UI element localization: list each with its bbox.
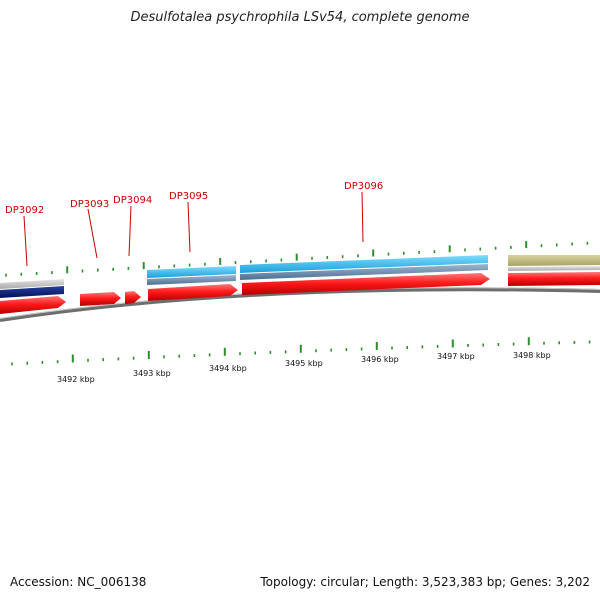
gene-label-dp3095: DP3095 <box>169 191 208 202</box>
cds-dp3093 <box>80 292 121 306</box>
accession-label: Accession: NC_006138 <box>10 575 147 589</box>
pointer-dp3095 <box>187 201 191 253</box>
map-title: Desulfotalea psychrophila LSv54, complet… <box>130 10 470 25</box>
olive-feature-right <box>508 255 600 266</box>
gene-label-dp3093: DP3093 <box>70 199 109 210</box>
scale-label-3492: 3492 kbp <box>57 375 95 384</box>
navy-feature-left <box>0 286 64 298</box>
scale-label-3495: 3495 kbp <box>285 359 323 368</box>
blue-feature-1 <box>147 266 236 278</box>
genome-backbone <box>0 287 600 322</box>
genome-info-label: Topology: circular; Length: 3,523,383 bp… <box>260 575 590 589</box>
cds-dp3092 <box>0 296 66 314</box>
pointer-dp3092 <box>23 215 28 267</box>
gene-label-dp3096: DP3096 <box>344 181 383 192</box>
blue-feature-2 <box>240 255 488 273</box>
gene-label-dp3094: DP3094 <box>113 195 152 206</box>
pointer-dp3096 <box>361 191 364 243</box>
scale-label-3494: 3494 kbp <box>209 364 247 373</box>
steel-feature-2 <box>240 264 488 280</box>
cds-dp3096 <box>242 273 490 295</box>
scale-label-3497: 3497 kbp <box>437 352 475 361</box>
cds-right <box>508 272 600 286</box>
gray-feature-right <box>508 266 600 271</box>
outer-tick-ring <box>5 241 589 277</box>
gene-label-dp3092: DP3092 <box>5 205 44 216</box>
gene-pointers <box>23 191 364 267</box>
inner-tick-ring <box>11 337 591 366</box>
scale-label-3498: 3498 kbp <box>513 351 551 360</box>
pointer-dp3093 <box>87 208 98 259</box>
steel-feature-1 <box>147 275 236 285</box>
gray-feature-left <box>0 279 64 289</box>
pointer-dp3094 <box>128 205 132 257</box>
scale-label-3493: 3493 kbp <box>133 369 171 378</box>
cds-dp3094 <box>125 291 141 304</box>
scale-label-3496: 3496 kbp <box>361 355 399 364</box>
cds-dp3095 <box>148 284 238 301</box>
